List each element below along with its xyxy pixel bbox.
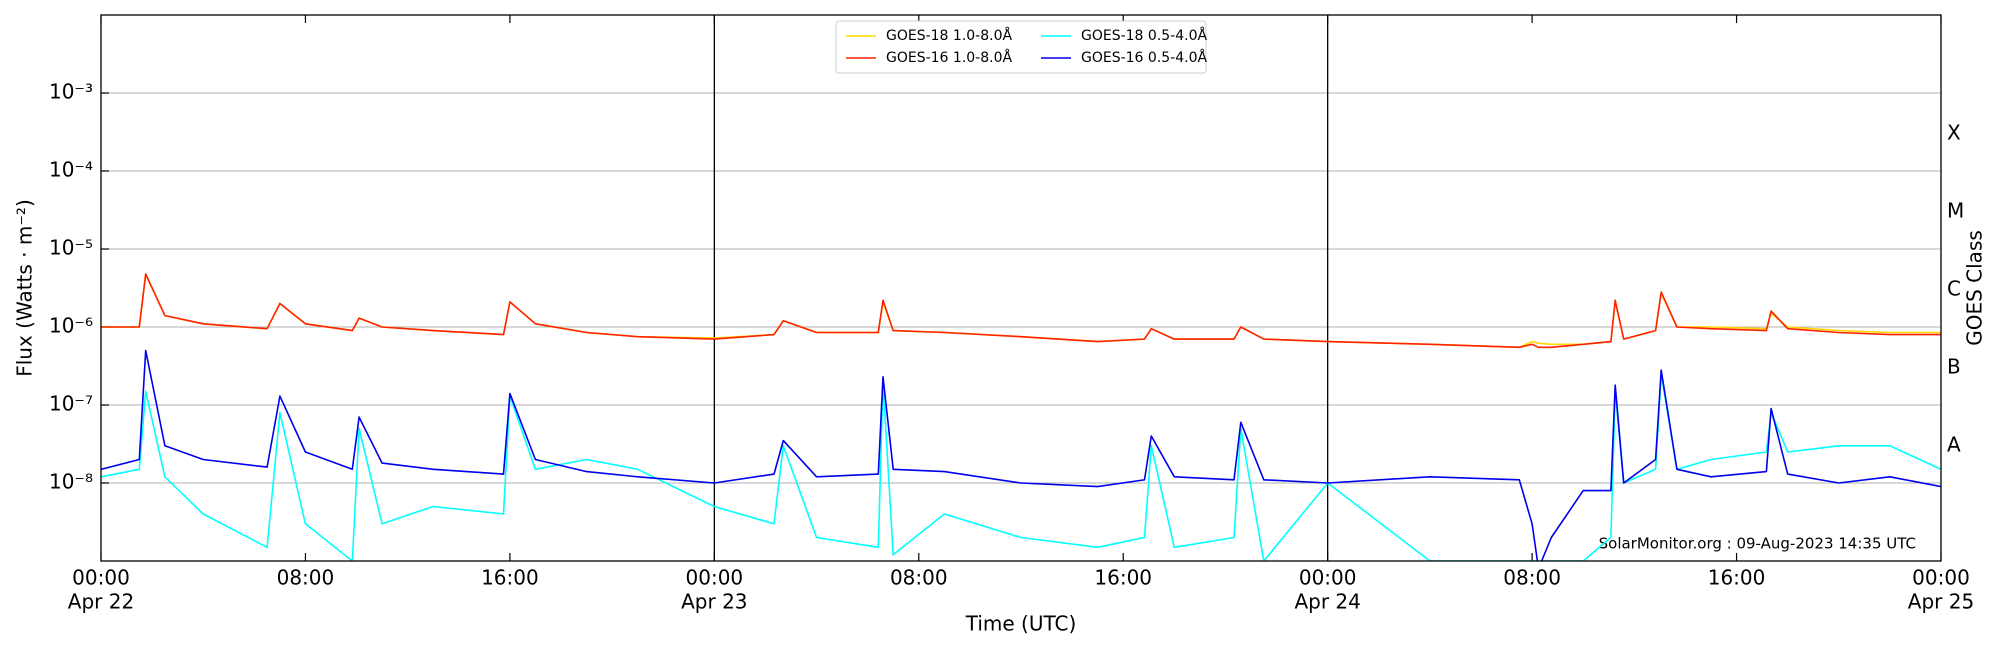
- legend-box: [835, 20, 1207, 74]
- plot-frame: [100, 14, 1942, 562]
- plot-lines: [101, 273, 1941, 561]
- y2-tick-label: X: [1947, 120, 1961, 144]
- y-tick-label: 10⁻⁶: [49, 314, 93, 338]
- x-tick-label: 16:00: [481, 566, 539, 590]
- legend-label: GOES-18 1.0-8.0Å: [886, 27, 1012, 44]
- series-line: [101, 349, 1941, 561]
- y-tick-label: 10⁻⁵: [49, 236, 93, 260]
- x-tick-label: 00:00: [1299, 566, 1357, 590]
- x-tick-label: 00:00: [686, 566, 744, 590]
- x-tick-label: 16:00: [1708, 566, 1766, 590]
- x-tick-label: Apr 25: [1908, 590, 1974, 614]
- legend-label: GOES-16 1.0-8.0Å: [886, 49, 1012, 66]
- x-tick-label: 08:00: [890, 566, 948, 590]
- legend-label: GOES-16 0.5-4.0Å: [1081, 49, 1207, 66]
- x-tick-label: 00:00: [1912, 566, 1970, 590]
- legend-label: GOES-18 0.5-4.0Å: [1081, 27, 1207, 44]
- x-tick-label: 16:00: [1094, 566, 1152, 590]
- x-tick-label: Apr 24: [1294, 590, 1360, 614]
- annotation: SolarMonitor.org : 09-Aug-2023 14:35 UTC: [1599, 535, 1916, 553]
- x-axis-label: Time (UTC): [965, 612, 1077, 636]
- legend: GOES-18 1.0-8.0Å GOES-16 1.0-8.0Å GOES-18 …: [835, 20, 1207, 74]
- x-tick-label: Apr 22: [68, 590, 134, 614]
- x-tick-label: Apr 23: [681, 590, 747, 614]
- series-line: [101, 273, 1941, 349]
- x-tick-label: 00:00: [72, 566, 130, 590]
- x-tick-label: 08:00: [277, 566, 335, 590]
- x-tick-label: 08:00: [1503, 566, 1561, 590]
- y2-tick-label: M: [1947, 198, 1964, 222]
- y2-tick-label: B: [1947, 354, 1961, 378]
- series-line: [101, 373, 1941, 561]
- y-tick-label: 10⁻⁴: [49, 158, 93, 182]
- y-axis-label: Flux (Watts · m⁻²): [13, 199, 37, 377]
- y2-axis-label: GOES Class: [1963, 230, 1987, 346]
- y2-tick-label: C: [1947, 276, 1961, 300]
- y2-tick-label: A: [1947, 432, 1961, 456]
- y-tick-label: 10⁻³: [49, 80, 93, 104]
- y-tick-label: 10⁻⁷: [49, 392, 93, 416]
- y-tick-label: 10⁻⁸: [49, 470, 93, 494]
